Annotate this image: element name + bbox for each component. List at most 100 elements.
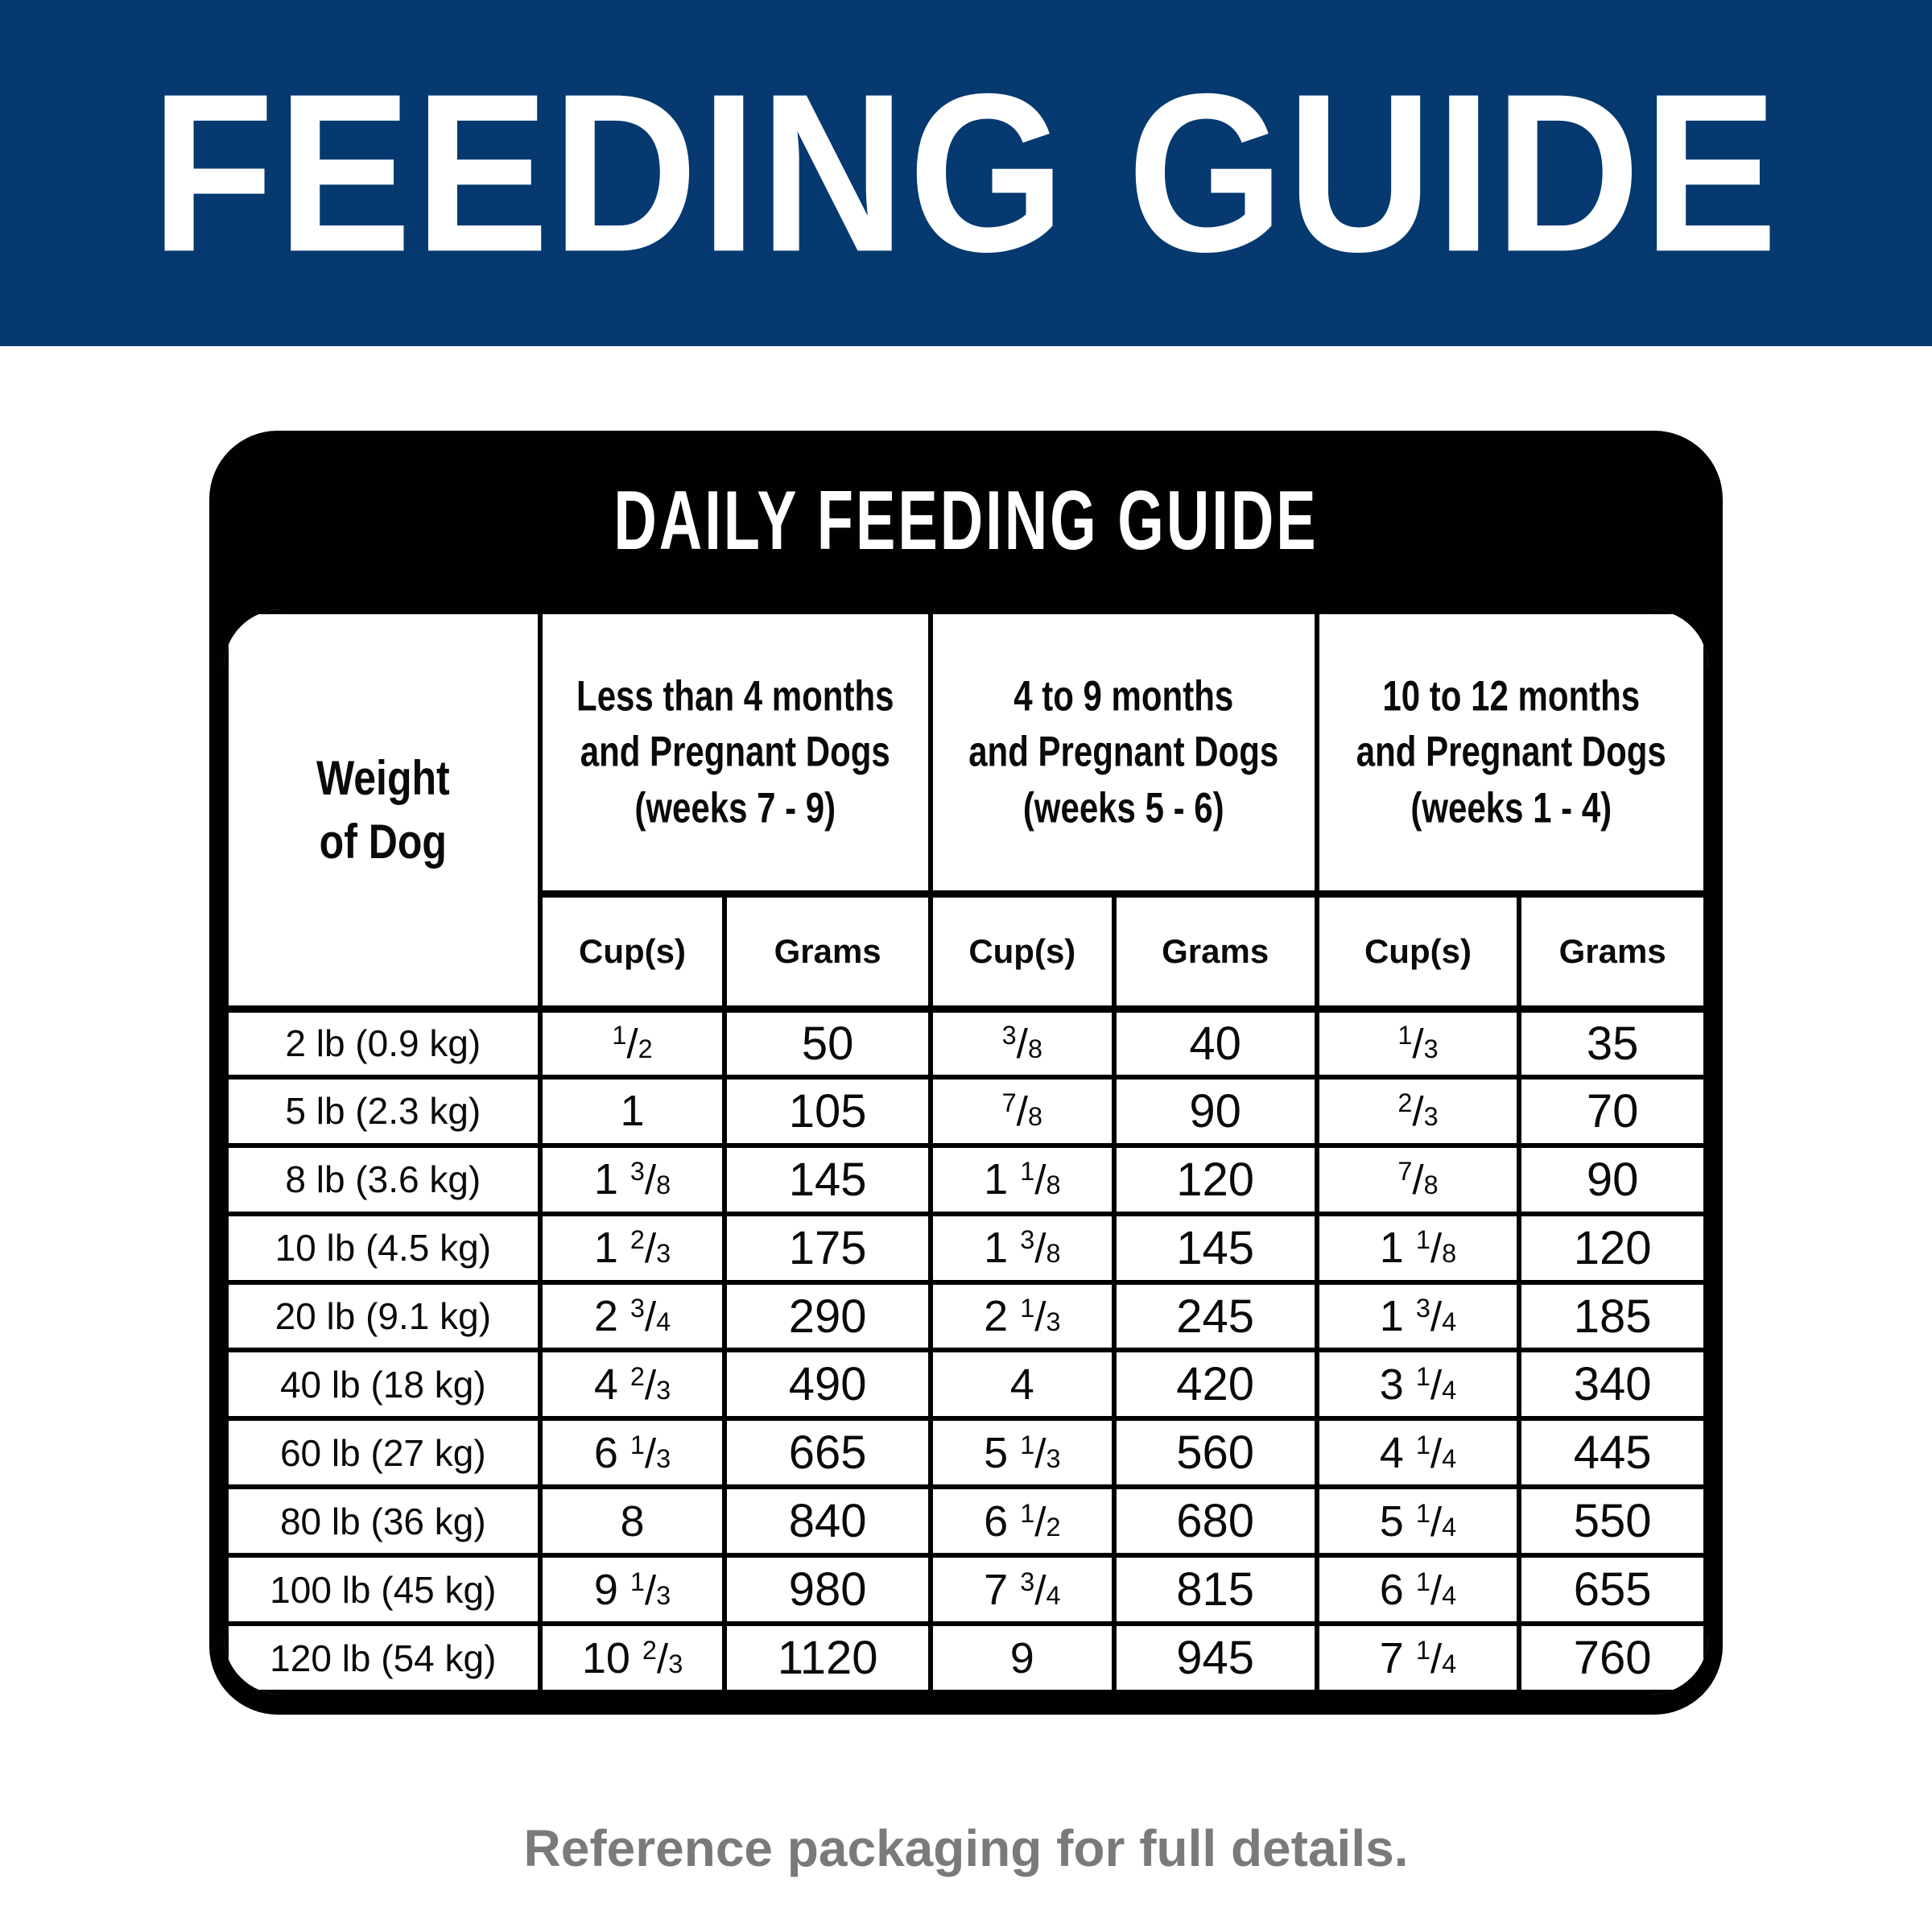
- cups-cell: 7/8: [927, 1074, 1117, 1148]
- cups-cell: 10 2/3: [537, 1621, 728, 1695]
- cups-cell: 7/8: [1314, 1142, 1522, 1216]
- cups-cell: 1 3/8: [927, 1211, 1117, 1285]
- grams-cell: 90: [1517, 1142, 1708, 1216]
- weight-cell: 100 lb (45 kg): [224, 1553, 543, 1627]
- age-group-header-4-to-9-months: 4 to 9 months and Pregnant Dogs (weeks 5…: [927, 609, 1319, 898]
- cups-header-3: Cup(s): [1314, 891, 1522, 1013]
- grams-cell: 445: [1517, 1416, 1708, 1490]
- cups-cell: 6 1/4: [1314, 1553, 1522, 1627]
- table-row: 2 lb (0.9 kg) 1/2 50 3/8 40 1/3 35: [224, 1006, 1708, 1080]
- cups-cell: 4 2/3: [537, 1348, 728, 1422]
- age-group-header-row: Weight of Dog Less than 4 months and Pre…: [224, 609, 1708, 1013]
- grams-cell: 840: [722, 1484, 933, 1558]
- table-row: 8 lb (3.6 kg) 1 3/8 145 1 1/8 120 7/8 90: [224, 1142, 1708, 1216]
- age-group-header-10-to-12-months: 10 to 12 months and Pregnant Dogs (weeks…: [1314, 609, 1708, 898]
- cups-cell: 7 1/4: [1314, 1621, 1522, 1695]
- cups-cell: 1/2: [537, 1006, 728, 1080]
- cups-cell: 1 3/8: [537, 1142, 728, 1216]
- grams-cell: 340: [1517, 1348, 1708, 1422]
- grams-cell: 420: [1111, 1348, 1319, 1422]
- cups-cell: 9: [927, 1621, 1117, 1695]
- grams-cell: 680: [1111, 1484, 1319, 1558]
- table-row: 5 lb (2.3 kg) 1 105 7/8 90 2/3 70: [224, 1074, 1708, 1148]
- weight-cell: 40 lb (18 kg): [224, 1348, 543, 1422]
- weight-cell: 60 lb (27 kg): [224, 1416, 543, 1490]
- grams-cell: 90: [1111, 1074, 1319, 1148]
- age-group-header-under-4-months: Less than 4 months and Pregnant Dogs (we…: [537, 609, 933, 898]
- cups-cell: 1/3: [1314, 1006, 1522, 1080]
- grams-cell: 815: [1111, 1553, 1319, 1627]
- table-row: 80 lb (36 kg) 8 840 6 1/2 680 5 1/4 550: [224, 1484, 1708, 1558]
- table-row: 20 lb (9.1 kg) 2 3/4 290 2 1/3 245 1 3/4…: [224, 1279, 1708, 1353]
- table-row: 100 lb (45 kg) 9 1/3 980 7 3/4 815 6 1/4…: [224, 1553, 1708, 1627]
- weight-cell: 2 lb (0.9 kg): [224, 1006, 543, 1080]
- grams-cell: 980: [722, 1553, 933, 1627]
- weight-cell: 120 lb (54 kg): [224, 1621, 543, 1695]
- weight-cell: 20 lb (9.1 kg): [224, 1279, 543, 1353]
- grams-cell: 560: [1111, 1416, 1319, 1490]
- table-row: 60 lb (27 kg) 6 1/3 665 5 1/3 560 4 1/4 …: [224, 1416, 1708, 1490]
- grams-cell: 105: [722, 1074, 933, 1148]
- weight-cell: 8 lb (3.6 kg): [224, 1142, 543, 1216]
- cups-cell: 5 1/3: [927, 1416, 1117, 1490]
- table-row: 40 lb (18 kg) 4 2/3 490 4 420 3 1/4 340: [224, 1348, 1708, 1422]
- grams-cell: 655: [1517, 1553, 1708, 1627]
- grams-cell: 245: [1111, 1279, 1319, 1353]
- grams-cell: 120: [1111, 1142, 1319, 1216]
- grams-cell: 70: [1517, 1074, 1708, 1148]
- cups-cell: 8: [537, 1484, 728, 1558]
- cups-cell: 1 2/3: [537, 1211, 728, 1285]
- weight-of-dog-header-label: Weight of Dog: [316, 750, 450, 869]
- page-title: FEEDING GUIDE: [151, 47, 1781, 299]
- grams-cell: 550: [1517, 1484, 1708, 1558]
- cups-header-2: Cup(s): [927, 891, 1117, 1013]
- grams-cell: 35: [1517, 1006, 1708, 1080]
- grams-header-2: Grams: [1111, 891, 1319, 1013]
- grams-cell: 490: [722, 1348, 933, 1422]
- weight-cell: 5 lb (2.3 kg): [224, 1074, 543, 1148]
- grams-cell: 40: [1111, 1006, 1319, 1080]
- cups-cell: 3 1/4: [1314, 1348, 1522, 1422]
- feeding-table: Weight of Dog Less than 4 months and Pre…: [224, 609, 1708, 1695]
- cups-cell: 1 1/8: [1314, 1211, 1522, 1285]
- cups-cell: 2 3/4: [537, 1279, 728, 1353]
- cups-header-1: Cup(s): [537, 891, 728, 1013]
- feeding-table-body: 2 lb (0.9 kg) 1/2 50 3/8 40 1/3 35 5 lb …: [224, 1006, 1708, 1695]
- grams-cell: 185: [1517, 1279, 1708, 1353]
- grams-cell: 945: [1111, 1621, 1319, 1695]
- card-title: DAILY FEEDING GUIDE: [613, 473, 1319, 568]
- grams-cell: 120: [1517, 1211, 1708, 1285]
- table-row: 120 lb (54 kg) 10 2/3 1120 9 945 7 1/4 7…: [224, 1621, 1708, 1695]
- cups-cell: 6 1/2: [927, 1484, 1117, 1558]
- weight-of-dog-header: Weight of Dog: [224, 609, 543, 1013]
- grams-cell: 760: [1517, 1621, 1708, 1695]
- grams-cell: 665: [722, 1416, 933, 1490]
- weight-cell: 10 lb (4.5 kg): [224, 1211, 543, 1285]
- grams-cell: 290: [722, 1279, 933, 1353]
- cups-cell: 4: [927, 1348, 1117, 1422]
- cups-cell: 1 3/4: [1314, 1279, 1522, 1353]
- cups-cell: 9 1/3: [537, 1553, 728, 1627]
- banner: FEEDING GUIDE: [0, 0, 1932, 346]
- feeding-table-wrap: Weight of Dog Less than 4 months and Pre…: [224, 609, 1708, 1695]
- grams-cell: 175: [722, 1211, 933, 1285]
- footer-note: Reference packaging for full details.: [523, 1819, 1409, 1877]
- grams-cell: 145: [722, 1142, 933, 1216]
- grams-cell: 1120: [722, 1621, 933, 1695]
- cups-cell: 4 1/4: [1314, 1416, 1522, 1490]
- cups-cell: 6 1/3: [537, 1416, 728, 1490]
- cups-cell: 3/8: [927, 1006, 1117, 1080]
- card-title-band: DAILY FEEDING GUIDE: [209, 431, 1723, 609]
- cups-cell: 2/3: [1314, 1074, 1522, 1148]
- grams-header-3: Grams: [1517, 891, 1708, 1013]
- cups-cell: 7 3/4: [927, 1553, 1117, 1627]
- grams-header-1: Grams: [722, 891, 933, 1013]
- unit-header-row: Cup(s) Grams Cup(s) Grams Cup(s) Grams: [226, 891, 1708, 1013]
- grams-cell: 50: [722, 1006, 933, 1080]
- table-row: 10 lb (4.5 kg) 1 2/3 175 1 3/8 145 1 1/8…: [224, 1211, 1708, 1285]
- cups-cell: 5 1/4: [1314, 1484, 1522, 1558]
- cups-cell: 2 1/3: [927, 1279, 1117, 1353]
- grams-cell: 145: [1111, 1211, 1319, 1285]
- cups-cell: 1 1/8: [927, 1142, 1117, 1216]
